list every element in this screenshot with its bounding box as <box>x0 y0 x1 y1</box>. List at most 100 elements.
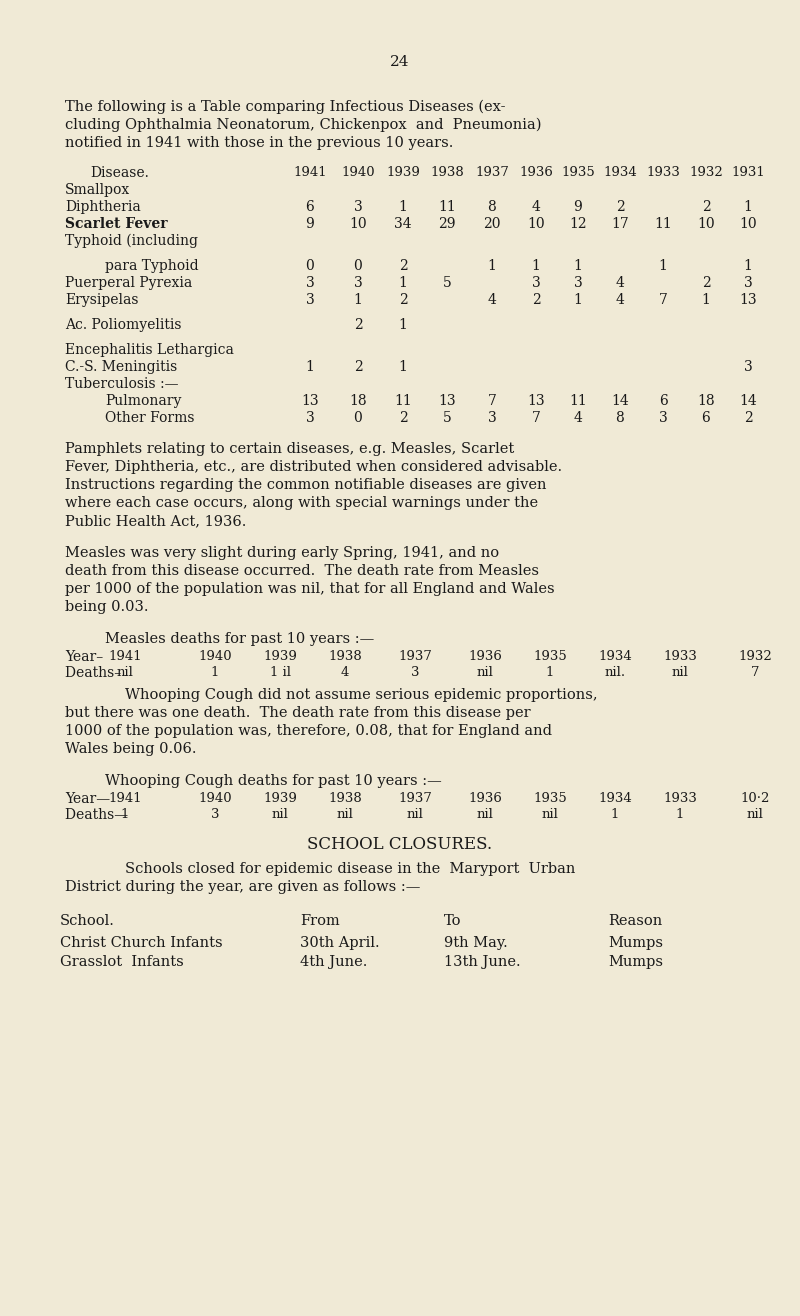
Text: 0: 0 <box>354 259 362 272</box>
Text: 14: 14 <box>611 393 629 408</box>
Text: 7: 7 <box>750 666 759 679</box>
Text: Disease.: Disease. <box>90 166 149 180</box>
Text: 13th June.: 13th June. <box>444 955 521 969</box>
Text: Whooping Cough did not assume serious epidemic proportions,: Whooping Cough did not assume serious ep… <box>125 688 598 701</box>
Text: 1934: 1934 <box>603 166 637 179</box>
Text: Instructions regarding the common notifiable diseases are given: Instructions regarding the common notifi… <box>65 478 546 492</box>
Text: 1: 1 <box>574 293 582 307</box>
Text: 3: 3 <box>532 276 540 290</box>
Text: nil: nil <box>746 808 763 821</box>
Text: Reason: Reason <box>608 915 662 928</box>
Text: 0: 0 <box>354 411 362 425</box>
Text: 1940: 1940 <box>198 650 232 663</box>
Text: 3: 3 <box>354 276 362 290</box>
Text: 1937: 1937 <box>398 792 432 805</box>
Text: 1: 1 <box>658 259 667 272</box>
Text: 2: 2 <box>702 276 710 290</box>
Text: Measles deaths for past 10 years :—: Measles deaths for past 10 years :— <box>105 632 374 646</box>
Text: Grasslot  Infants: Grasslot Infants <box>60 955 184 969</box>
Text: Deaths–: Deaths– <box>65 666 126 680</box>
Text: notified in 1941 with those in the previous 10 years.: notified in 1941 with those in the previ… <box>65 136 454 150</box>
Text: 4: 4 <box>615 293 625 307</box>
Text: 3: 3 <box>488 411 496 425</box>
Text: 1: 1 <box>546 666 554 679</box>
Text: 24: 24 <box>390 55 410 68</box>
Text: 1936: 1936 <box>468 792 502 805</box>
Text: 8: 8 <box>616 411 624 425</box>
Text: 12: 12 <box>569 217 587 232</box>
Text: 1935: 1935 <box>533 650 567 663</box>
Text: 1934: 1934 <box>598 650 632 663</box>
Text: 1933: 1933 <box>646 166 680 179</box>
Text: 1: 1 <box>676 808 684 821</box>
Text: 1: 1 <box>121 808 129 821</box>
Text: nil: nil <box>271 808 289 821</box>
Text: 1936: 1936 <box>519 166 553 179</box>
Text: 3: 3 <box>354 200 362 215</box>
Text: 3: 3 <box>210 808 219 821</box>
Text: Schools closed for epidemic disease in the  Maryport  Urban: Schools closed for epidemic disease in t… <box>125 862 575 876</box>
Text: 1941: 1941 <box>108 650 142 663</box>
Text: Other Forms: Other Forms <box>105 411 194 425</box>
Text: 3: 3 <box>306 411 314 425</box>
Text: 1941: 1941 <box>293 166 327 179</box>
Text: 1938: 1938 <box>328 650 362 663</box>
Text: Tuberculosis :—: Tuberculosis :— <box>65 376 178 391</box>
Text: Wales being 0.06.: Wales being 0.06. <box>65 742 197 755</box>
Text: 2: 2 <box>398 411 407 425</box>
Text: Mumps: Mumps <box>608 936 663 950</box>
Text: 2: 2 <box>354 318 362 332</box>
Text: Year—: Year— <box>65 792 114 805</box>
Text: 11: 11 <box>394 393 412 408</box>
Text: 1939: 1939 <box>386 166 420 179</box>
Text: nil: nil <box>337 808 354 821</box>
Text: para Typhoid: para Typhoid <box>105 259 198 272</box>
Text: 1: 1 <box>743 200 753 215</box>
Text: 2: 2 <box>744 411 752 425</box>
Text: 1: 1 <box>531 259 541 272</box>
Text: 1932: 1932 <box>689 166 723 179</box>
Text: District during the year, are given as follows :—: District during the year, are given as f… <box>65 880 420 894</box>
Text: 10·2: 10·2 <box>740 792 770 805</box>
Text: 2: 2 <box>398 259 407 272</box>
Text: nil: nil <box>477 666 494 679</box>
Text: 7: 7 <box>487 393 497 408</box>
Text: nil: nil <box>117 666 134 679</box>
Text: 6: 6 <box>702 411 710 425</box>
Text: 6: 6 <box>658 393 667 408</box>
Text: 17: 17 <box>611 217 629 232</box>
Text: 1: 1 <box>743 259 753 272</box>
Text: cluding Ophthalmia Neonatorum, Chickenpox  and  Pneumonia): cluding Ophthalmia Neonatorum, Chickenpo… <box>65 118 542 133</box>
Text: 10: 10 <box>527 217 545 232</box>
Text: 1932: 1932 <box>738 650 772 663</box>
Text: To: To <box>444 915 462 928</box>
Text: 3: 3 <box>744 276 752 290</box>
Text: per 1000 of the population was nil, that for all England and Wales: per 1000 of the population was nil, that… <box>65 582 554 596</box>
Text: 9: 9 <box>574 200 582 215</box>
Text: 1: 1 <box>306 361 314 374</box>
Text: 4: 4 <box>487 293 497 307</box>
Text: 2: 2 <box>532 293 540 307</box>
Text: 30th April.: 30th April. <box>300 936 380 950</box>
Text: 1: 1 <box>398 361 407 374</box>
Text: 1: 1 <box>211 666 219 679</box>
Text: nil: nil <box>671 666 689 679</box>
Text: Fever, Diphtheria, etc., are distributed when considered advisable.: Fever, Diphtheria, etc., are distributed… <box>65 461 562 474</box>
Text: 13: 13 <box>438 393 456 408</box>
Text: 5: 5 <box>442 276 451 290</box>
Text: 6: 6 <box>306 200 314 215</box>
Text: 10: 10 <box>697 217 715 232</box>
Text: Ac. Poliomyelitis: Ac. Poliomyelitis <box>65 318 182 332</box>
Text: 34: 34 <box>394 217 412 232</box>
Text: 1938: 1938 <box>328 792 362 805</box>
Text: C.-S. Meningitis: C.-S. Meningitis <box>65 361 178 374</box>
Text: nil: nil <box>477 808 494 821</box>
Text: 3: 3 <box>306 276 314 290</box>
Text: 20: 20 <box>483 217 501 232</box>
Text: 1939: 1939 <box>263 792 297 805</box>
Text: 1: 1 <box>398 276 407 290</box>
Text: 2: 2 <box>354 361 362 374</box>
Text: 9th May.: 9th May. <box>444 936 508 950</box>
Text: 1 il: 1 il <box>270 666 290 679</box>
Text: 18: 18 <box>349 393 367 408</box>
